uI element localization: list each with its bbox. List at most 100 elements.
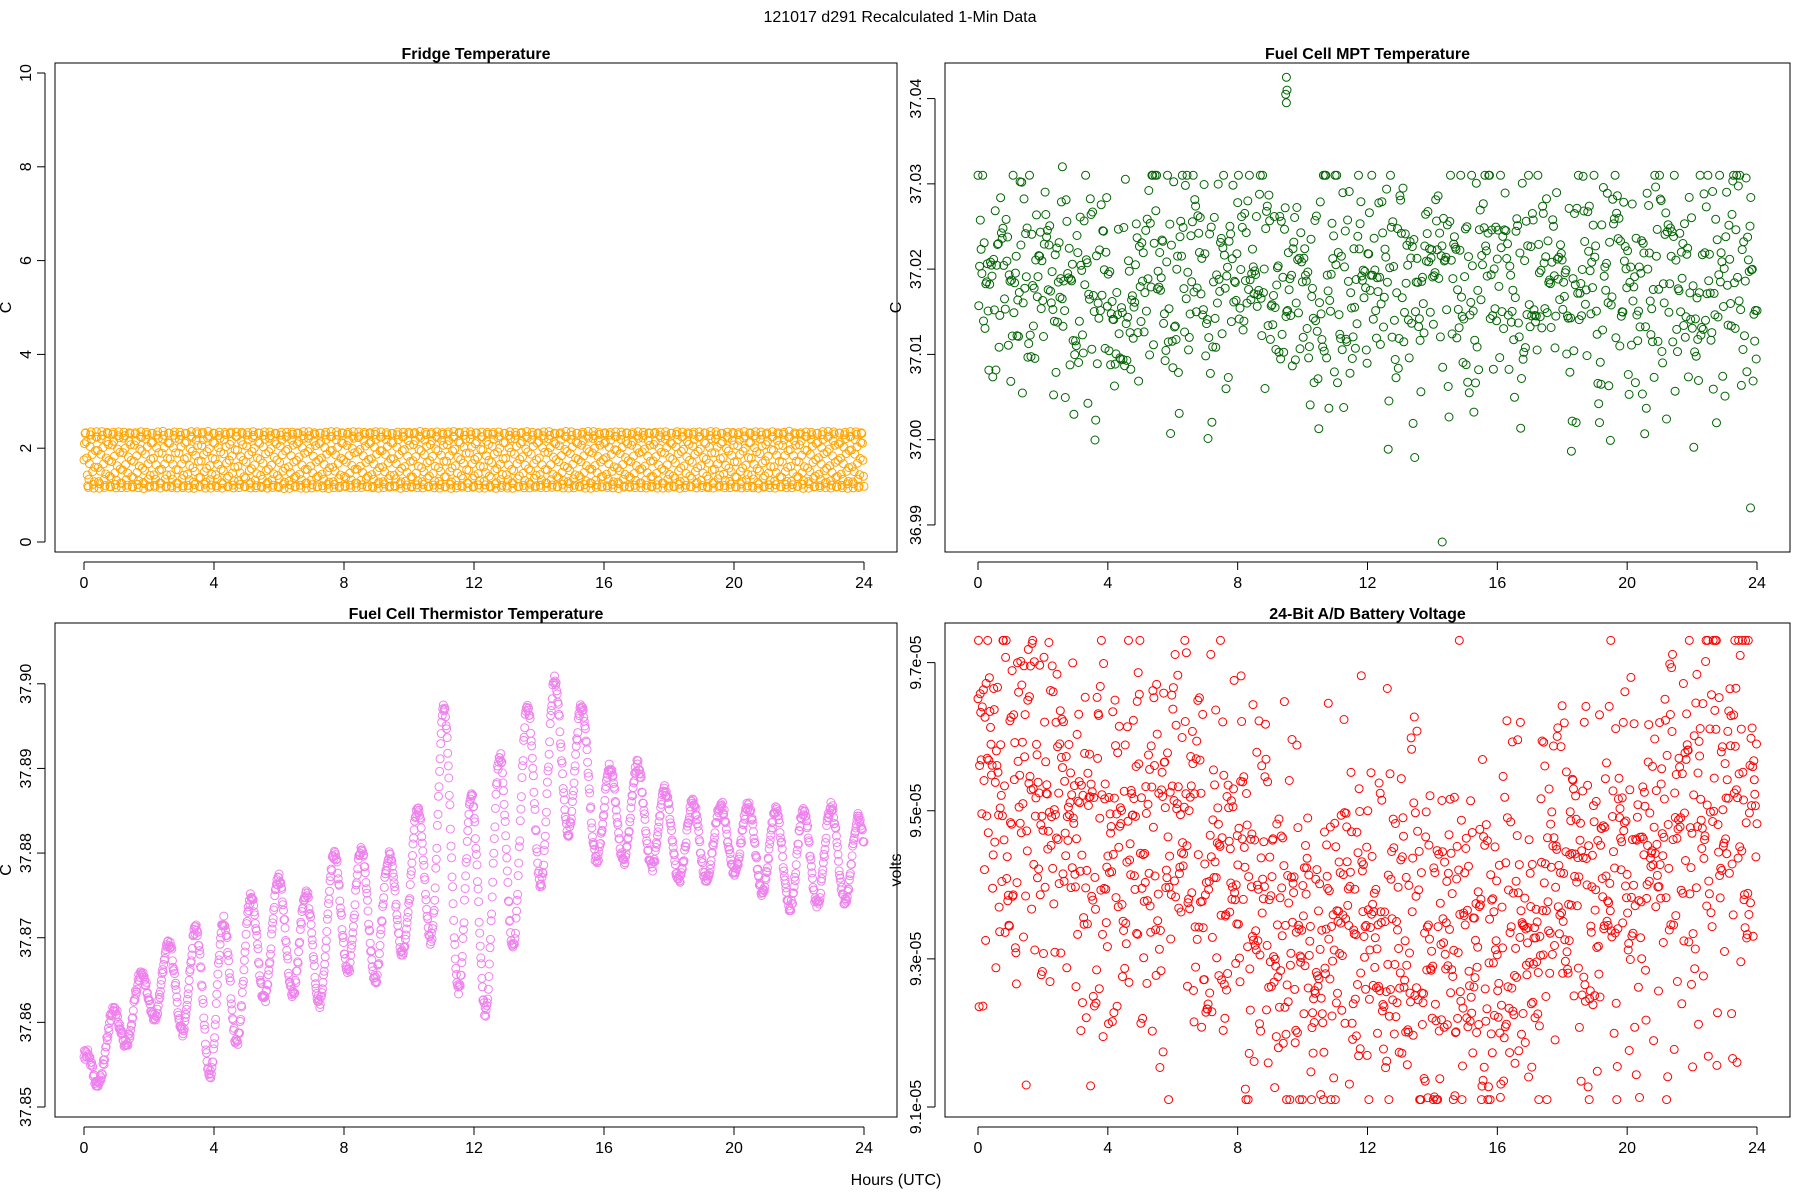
data-point bbox=[989, 254, 999, 264]
data-point bbox=[153, 1001, 163, 1011]
data-point bbox=[1648, 337, 1657, 347]
data-point bbox=[1392, 998, 1402, 1008]
data-point bbox=[614, 828, 623, 838]
data-point bbox=[1269, 952, 1279, 962]
data-point bbox=[1346, 288, 1356, 298]
data-point bbox=[1580, 237, 1590, 246]
data-point bbox=[1431, 1016, 1441, 1026]
data-point bbox=[1538, 208, 1548, 218]
data-point bbox=[474, 917, 484, 927]
data-point bbox=[801, 811, 811, 821]
data-point bbox=[832, 482, 842, 491]
data-point bbox=[508, 483, 518, 493]
data-point bbox=[1371, 306, 1381, 316]
data-point bbox=[1027, 904, 1037, 914]
data-point bbox=[1009, 308, 1019, 318]
data-point bbox=[238, 979, 248, 989]
data-point bbox=[565, 449, 575, 458]
data-point bbox=[664, 805, 674, 815]
data-point bbox=[1387, 914, 1397, 924]
data-point bbox=[203, 433, 213, 443]
data-point bbox=[611, 432, 621, 442]
data-point bbox=[537, 881, 546, 891]
data-point bbox=[1668, 337, 1678, 347]
data-point bbox=[1072, 834, 1081, 844]
data-point bbox=[1256, 853, 1266, 863]
data-point bbox=[1393, 363, 1403, 373]
data-point bbox=[1708, 187, 1718, 196]
data-point bbox=[1029, 283, 1039, 293]
data-point bbox=[818, 858, 828, 868]
chart-panels: Fridge Temperature048121620240246810CFue… bbox=[0, 46, 1791, 1157]
data-point bbox=[1056, 197, 1066, 207]
data-point bbox=[1242, 820, 1252, 830]
x-tick-label: 12 bbox=[1359, 1140, 1377, 1157]
data-point bbox=[700, 428, 710, 438]
data-point bbox=[748, 827, 758, 837]
data-point bbox=[292, 966, 302, 976]
data-point bbox=[459, 918, 469, 928]
data-point bbox=[1047, 661, 1057, 671]
data-point bbox=[669, 850, 679, 860]
data-point bbox=[1573, 170, 1583, 180]
data-point bbox=[773, 811, 783, 821]
data-point bbox=[180, 1016, 190, 1026]
data-point bbox=[844, 875, 854, 885]
data-point bbox=[712, 430, 722, 440]
data-point bbox=[1446, 170, 1455, 180]
data-point bbox=[982, 753, 992, 763]
data-point bbox=[849, 467, 859, 477]
data-point bbox=[766, 830, 776, 840]
data-point bbox=[1307, 1023, 1317, 1033]
data-point bbox=[1245, 1005, 1255, 1015]
data-point bbox=[1281, 312, 1291, 321]
data-point bbox=[1377, 197, 1387, 207]
data-point bbox=[1048, 687, 1058, 697]
data-point bbox=[210, 454, 220, 464]
data-point bbox=[470, 817, 480, 827]
data-point bbox=[1477, 1081, 1487, 1091]
data-point bbox=[1058, 321, 1068, 331]
data-point bbox=[1609, 214, 1619, 224]
data-point bbox=[1191, 962, 1201, 972]
data-point bbox=[515, 454, 525, 464]
data-point bbox=[1157, 785, 1166, 795]
data-point bbox=[640, 814, 650, 824]
data-point bbox=[1190, 789, 1199, 799]
data-point bbox=[497, 757, 507, 767]
data-point bbox=[1098, 929, 1107, 939]
data-point bbox=[1009, 775, 1019, 785]
data-point bbox=[135, 432, 145, 442]
data-point bbox=[434, 782, 444, 792]
data-point bbox=[94, 483, 104, 493]
data-point bbox=[338, 428, 348, 438]
data-point bbox=[689, 800, 699, 810]
data-point bbox=[1172, 799, 1182, 809]
data-point bbox=[1371, 884, 1381, 894]
data-point bbox=[310, 972, 320, 982]
data-point bbox=[1045, 221, 1055, 231]
data-point bbox=[1549, 221, 1558, 231]
data-point bbox=[1504, 364, 1514, 374]
data-point bbox=[1205, 229, 1215, 239]
data-point bbox=[411, 452, 421, 462]
data-point bbox=[1173, 782, 1183, 792]
data-point bbox=[1390, 819, 1400, 828]
data-point bbox=[708, 483, 718, 493]
data-point bbox=[807, 868, 817, 878]
data-point bbox=[1315, 197, 1325, 207]
data-point bbox=[1206, 222, 1216, 232]
data-point bbox=[1486, 1029, 1496, 1039]
data-point bbox=[1497, 902, 1507, 912]
data-point bbox=[554, 457, 564, 467]
data-point bbox=[797, 450, 807, 460]
data-point bbox=[1092, 359, 1102, 369]
data-point bbox=[759, 481, 769, 491]
data-point bbox=[711, 818, 721, 828]
data-point bbox=[980, 323, 990, 333]
data-point bbox=[569, 474, 578, 484]
data-point bbox=[1382, 684, 1392, 693]
data-point bbox=[598, 819, 608, 829]
data-point bbox=[1294, 920, 1303, 930]
data-point bbox=[1703, 170, 1713, 180]
